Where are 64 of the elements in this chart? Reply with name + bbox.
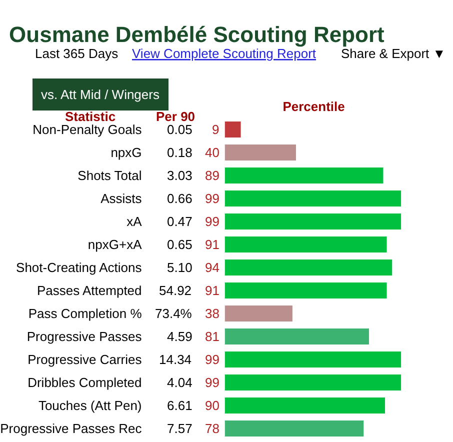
bar [224,144,296,161]
text: Statistic [65,109,116,124]
text: 14.34 [159,352,192,367]
text: 3.03 [167,168,192,183]
bar [224,167,384,184]
text: 4.04 [167,375,192,390]
y-tick-label: xA [126,214,142,230]
bar [224,397,386,414]
y-tick-label: Progressive Passes [26,329,142,344]
data-label: 99 [205,352,220,367]
data-label: 81 [205,329,220,344]
bar [224,213,402,230]
text: 0.18 [167,145,192,160]
data-label: 91 [205,283,220,298]
data-label: 91 [205,237,220,252]
bar [224,190,402,207]
text: 54.92 [159,283,192,298]
y-tick-label: Dribbles Completed [28,375,142,390]
text: 5.10 [167,260,192,275]
y-tick-label: Passes Attempted [36,283,142,298]
text: 4.59 [167,329,192,344]
text: 0.05 [167,122,192,137]
y-tick-label: Touches (Att Pen) [38,398,142,414]
data-label: 99 [205,214,220,229]
y-tick-label: Shots Total [78,168,142,184]
y-tick-label: Shot-Creating Actions [16,260,142,276]
text: 0.66 [167,191,192,206]
y-tick-label: Non-Penalty Goals [32,122,142,138]
bar [224,259,392,276]
data-label: 9 [212,122,220,137]
y-tick-label: Assists [100,191,142,206]
bar [224,282,387,299]
data-label: 89 [205,168,220,183]
data-label: 94 [205,260,220,275]
data-label: 90 [205,398,220,413]
text: 0.65 [167,237,192,252]
text: 7.57 [167,421,192,436]
y-tick-label: npxG+xA [88,237,142,252]
bar [224,420,364,437]
y-tick-label: Progressive Passes Rec [0,421,142,436]
text: Last 365 Days [35,46,119,61]
text: 73.4% [155,306,192,321]
bar [224,305,292,322]
data-label: 38 [205,306,220,321]
data-label: 40 [205,145,220,160]
chart-title: Ousmane Dembélé Scouting Report [9,22,386,47]
data-label: 99 [205,375,220,390]
text: View Complete Scouting Report [132,46,316,61]
data-label: 99 [205,191,220,206]
bar [224,121,241,138]
x-axis-title: Percentile [282,98,345,114]
text: Per 90 [156,109,196,124]
text: vs. Att Mid / Wingers [41,87,160,102]
y-tick-label: npxG [110,145,142,160]
data-label: 78 [205,421,220,436]
bar [224,351,402,368]
y-tick-label: Pass Completion % [28,306,142,322]
bar [224,236,387,253]
text: 6.61 [167,398,192,413]
bar [224,374,402,391]
text: 0.47 [167,214,192,229]
y-tick-label: Progressive Carries [28,352,142,368]
text: Share & Export ▼ [341,46,446,61]
bar [224,328,369,345]
